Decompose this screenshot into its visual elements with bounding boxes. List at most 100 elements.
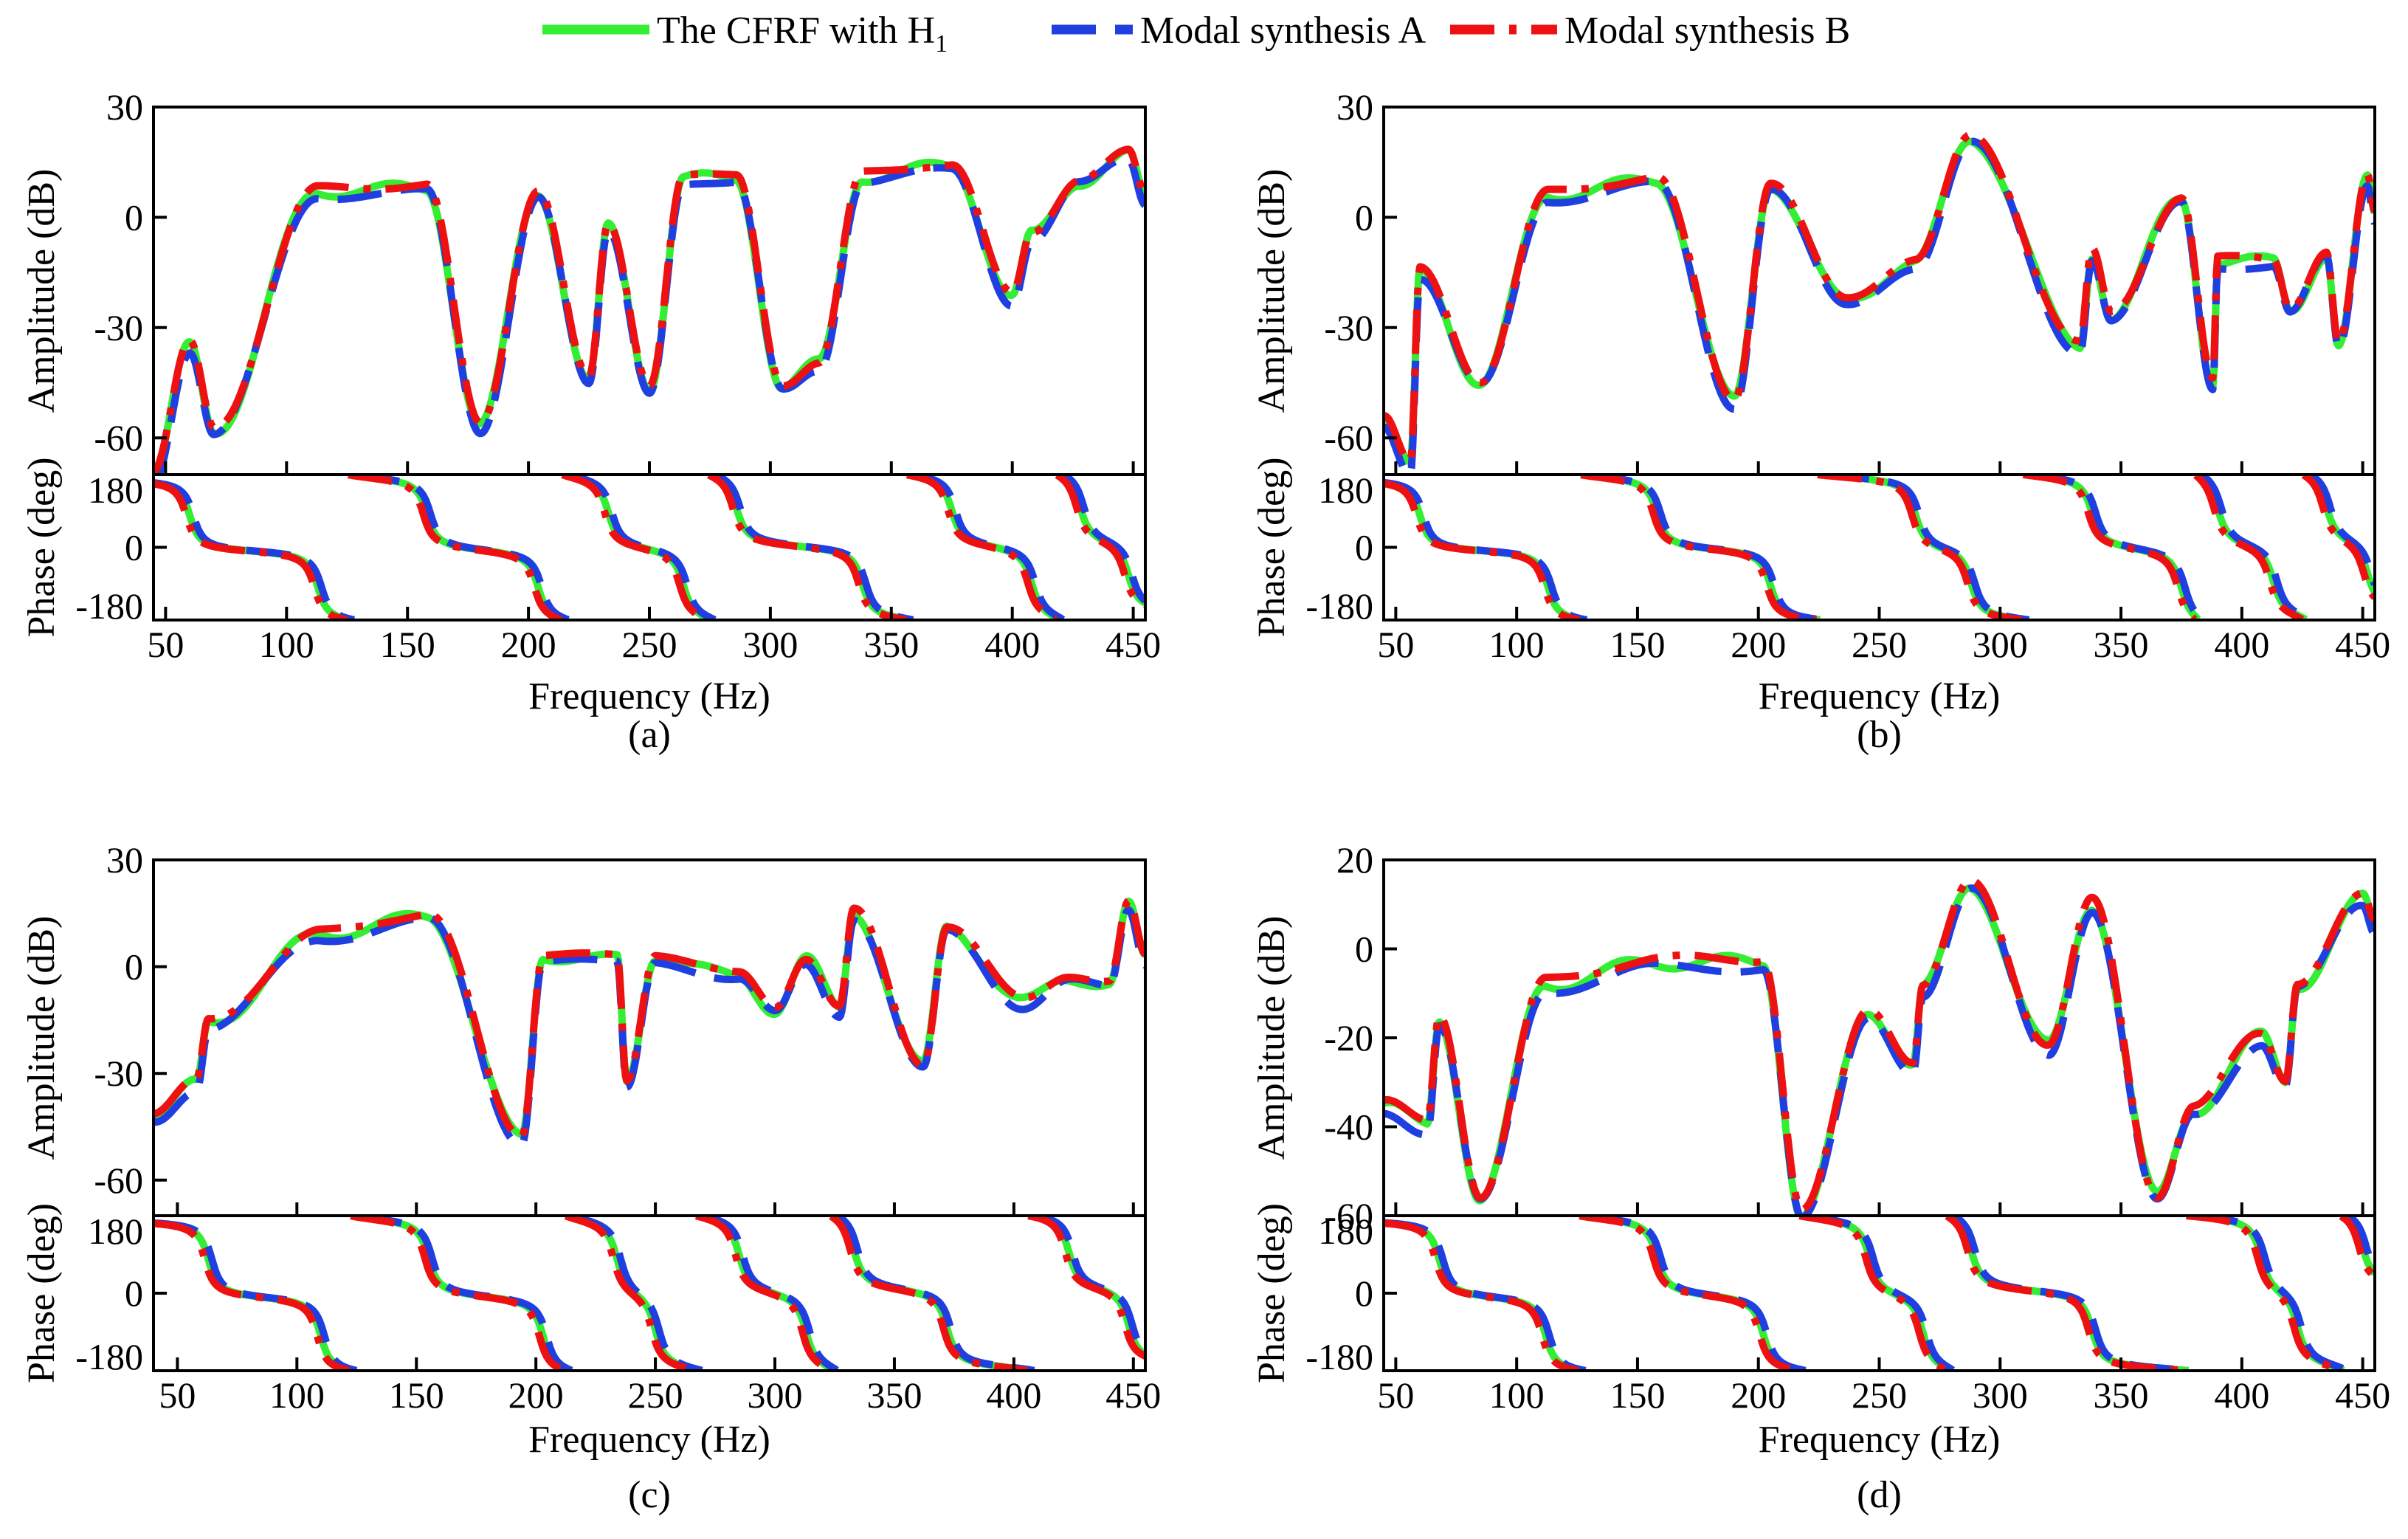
amplitude-ytick-label: -40	[1324, 1106, 1373, 1148]
xtick-label: 200	[508, 1374, 564, 1416]
xtick-label: 200	[1731, 1374, 1786, 1416]
amplitude-series-3	[153, 897, 1145, 1141]
amplitude-axes-frame	[152, 858, 1147, 1217]
amplitude-ytick-label: -60	[1324, 1195, 1373, 1236]
amplitude-ytick-label: 0	[125, 196, 143, 238]
xtick-label: 200	[1731, 624, 1786, 665]
phase-series-1	[1384, 475, 2375, 620]
amplitude-ytick-label: 30	[106, 839, 143, 881]
amplitude-ytick-label: 30	[1336, 86, 1373, 128]
xtick-label: 350	[863, 624, 919, 665]
xtick-label: 50	[159, 1374, 196, 1416]
xtick-label: 400	[986, 1374, 1041, 1416]
xtick-label: 400	[2214, 624, 2269, 665]
amplitude-series-3	[153, 145, 1145, 475]
xtick-label: 50	[1377, 624, 1414, 665]
x-axis-label: Frequency (Hz)	[528, 675, 770, 717]
phase-series-3	[1384, 475, 2375, 620]
xtick-label: 300	[1973, 624, 2028, 665]
phase-ytick-label: -180	[1305, 585, 1373, 627]
phase-ytick-label: -180	[1305, 1336, 1373, 1377]
amplitude-ytick-label: -60	[1324, 417, 1373, 458]
amplitude-ytick-label: -30	[94, 1053, 143, 1094]
amplitude-axis-label: Amplitude (dB)	[1251, 169, 1293, 413]
amplitude-axis-label: Amplitude (dB)	[21, 916, 63, 1160]
phase-ytick-label: -180	[75, 1336, 143, 1377]
xtick-label: 450	[1105, 1374, 1161, 1416]
amplitude-ytick-label: -30	[1324, 307, 1373, 348]
legend-label-2: Modal synthesis A	[1140, 10, 1426, 52]
x-axis-label: Frequency (Hz)	[1759, 675, 2001, 717]
amplitude-ytick-label: -30	[94, 307, 143, 348]
phase-series-2	[1384, 1216, 2375, 1371]
xtick-label: 150	[1610, 1374, 1665, 1416]
panel-label: (c)	[628, 1474, 671, 1516]
phase-ytick-label: -180	[75, 585, 143, 627]
xtick-label: 300	[742, 624, 798, 665]
amplitude-series-2	[1384, 884, 2375, 1216]
xtick-label: 350	[2094, 1374, 2149, 1416]
xtick-label: 100	[1489, 624, 1545, 665]
x-axis-label: Frequency (Hz)	[528, 1419, 770, 1461]
amplitude-series-1	[1384, 884, 2375, 1216]
phase-series-3	[153, 1216, 1145, 1371]
amplitude-ytick-label: 0	[125, 946, 143, 988]
amplitude-axis-label: Amplitude (dB)	[21, 169, 63, 413]
amplitude-ytick-label: -20	[1324, 1017, 1373, 1058]
xtick-label: 300	[1973, 1374, 2028, 1416]
x-axis-label: Frequency (Hz)	[1759, 1419, 2001, 1461]
amplitude-ytick-label: 20	[1336, 839, 1373, 881]
phase-series-1	[153, 1216, 1145, 1371]
phase-ytick-label: 0	[125, 527, 143, 568]
phase-ytick-label: 0	[1355, 1273, 1373, 1314]
amplitude-series-2	[1384, 137, 2375, 475]
phase-axis-label: Phase (deg)	[1251, 457, 1293, 637]
amplitude-ytick-label: -60	[94, 1160, 143, 1201]
phase-series-2	[153, 1216, 1145, 1371]
xtick-label: 350	[2094, 624, 2149, 665]
amplitude-ytick-label: 0	[1355, 196, 1373, 238]
phase-axes-frame	[1382, 473, 2376, 622]
amplitude-series-3	[1384, 131, 2375, 466]
amplitude-series-1	[153, 145, 1145, 475]
amplitude-ytick-label: -60	[94, 417, 143, 458]
amplitude-axes-frame	[1382, 858, 2376, 1217]
xtick-label: 100	[259, 624, 314, 665]
phase-ytick-label: 180	[88, 469, 143, 511]
phase-ytick-label: 180	[1318, 1211, 1373, 1252]
xtick-label: 450	[2335, 1374, 2390, 1416]
xtick-label: 100	[1489, 1374, 1545, 1416]
legend-label-1: The CFRF with H1	[657, 10, 948, 58]
panel-label: (a)	[628, 714, 671, 756]
phase-series-3	[153, 475, 1145, 620]
phase-ytick-label: 0	[125, 1273, 143, 1314]
legend: The CFRF with H1 Modal synthesis A Modal s…	[542, 10, 1850, 58]
xtick-label: 200	[501, 624, 556, 665]
phase-series-3	[1384, 1216, 2375, 1371]
phase-axes-frame	[1382, 1214, 2376, 1372]
xtick-label: 250	[628, 1374, 683, 1416]
phase-ytick-label: 180	[88, 1211, 143, 1252]
xtick-label: 400	[2214, 1374, 2269, 1416]
xtick-label: 250	[622, 624, 677, 665]
amplitude-ytick-label: 0	[1355, 929, 1373, 970]
xtick-label: 450	[1105, 624, 1161, 665]
panel-label: (d)	[1857, 1474, 1902, 1516]
xtick-label: 100	[269, 1374, 325, 1416]
amplitude-series-3	[1384, 876, 2375, 1214]
amplitude-series-1	[1384, 137, 2375, 466]
xtick-label: 300	[748, 1374, 803, 1416]
phase-series-1	[1384, 1216, 2375, 1371]
phase-axis-label: Phase (deg)	[1251, 1203, 1293, 1383]
phase-axis-label: Phase (deg)	[21, 457, 63, 637]
phase-series-2	[1384, 475, 2375, 620]
xtick-label: 250	[1852, 624, 1907, 665]
phase-axes-frame	[152, 1214, 1147, 1372]
panel-label: (b)	[1857, 714, 1902, 756]
amplitude-ytick-label: 30	[106, 86, 143, 128]
phase-axis-label: Phase (deg)	[21, 1203, 63, 1383]
